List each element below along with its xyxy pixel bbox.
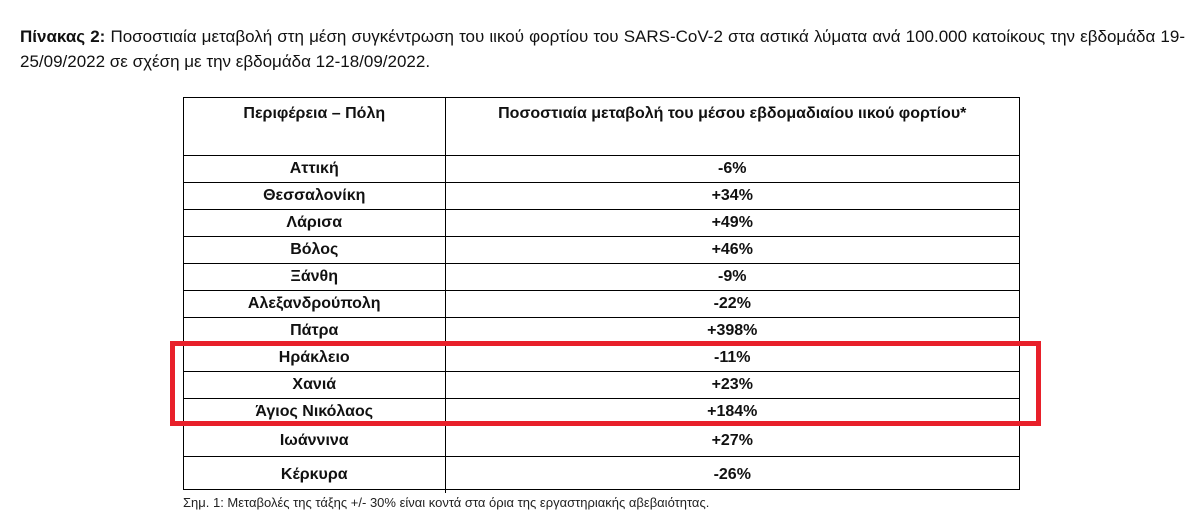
cell-city: Ηράκλειο — [184, 343, 446, 371]
cell-city: Άγιος Νικόλαος — [184, 397, 446, 425]
table-row: Λάρισα +49% — [184, 208, 1019, 236]
cell-city: Θεσσαλονίκη — [184, 181, 446, 209]
cell-change: +49% — [445, 208, 1019, 236]
cell-city: Αττική — [184, 154, 446, 182]
table-header-row: Περιφέρεια – Πόλη Ποσοστιαία μεταβολή το… — [184, 98, 1019, 155]
table-row: Θεσσαλονίκη +34% — [184, 181, 1019, 209]
table-row: Βόλος +46% — [184, 235, 1019, 263]
table-row: Ξάνθη -9% — [184, 262, 1019, 290]
header-city: Περιφέρεια – Πόλη — [184, 98, 446, 155]
cell-change: -11% — [445, 343, 1019, 371]
data-table-container: Περιφέρεια – Πόλη Ποσοστιαία μεταβολή το… — [183, 97, 1020, 493]
cell-change: -22% — [445, 289, 1019, 317]
cell-change: -9% — [445, 262, 1019, 290]
cell-change: -26% — [445, 455, 1019, 493]
table-row: Αττική -6% — [184, 154, 1019, 182]
header-change: Ποσοστιαία μεταβολή του μέσου εβδομαδιαί… — [498, 105, 967, 122]
cell-city: Πάτρα — [184, 316, 446, 344]
table-row: Κέρκυρα -26% — [184, 455, 1019, 493]
cell-change: +46% — [445, 235, 1019, 263]
cell-change: +27% — [445, 424, 1019, 456]
cell-city: Αλεξανδρούπολη — [184, 289, 446, 317]
caption-text: Ποσοστιαία μεταβολή στη μέση συγκέντρωση… — [20, 27, 1185, 71]
table-row: Ηράκλειο -11% — [184, 343, 1019, 371]
cell-city: Κέρκυρα — [184, 455, 446, 493]
cell-change: +184% — [445, 397, 1019, 425]
cell-city: Ξάνθη — [184, 262, 446, 290]
caption-label: Πίνακας 2: — [20, 27, 106, 46]
cell-change: +23% — [445, 370, 1019, 398]
table-row: Αλεξανδρούπολη -22% — [184, 289, 1019, 317]
table-row: Πάτρα +398% — [184, 316, 1019, 344]
cell-city: Λάρισα — [184, 208, 446, 236]
table-row: Άγιος Νικόλαος +184% — [184, 397, 1019, 425]
footnote: Σημ. 1: Μεταβολές της τάξης +/- 30% είνα… — [183, 495, 710, 510]
table-caption: Πίνακας 2: Ποσοστιαία μεταβολή στη μέση … — [20, 24, 1185, 74]
data-table: Περιφέρεια – Πόλη Ποσοστιαία μεταβολή το… — [184, 98, 1019, 493]
cell-city: Χανιά — [184, 370, 446, 398]
cell-change: +34% — [445, 181, 1019, 209]
table-row: Ιωάννινα +27% — [184, 424, 1019, 456]
cell-change: +398% — [445, 316, 1019, 344]
table-row: Χανιά +23% — [184, 370, 1019, 398]
cell-city: Ιωάννινα — [184, 424, 446, 456]
cell-city: Βόλος — [184, 235, 446, 263]
cell-change: -6% — [445, 154, 1019, 182]
